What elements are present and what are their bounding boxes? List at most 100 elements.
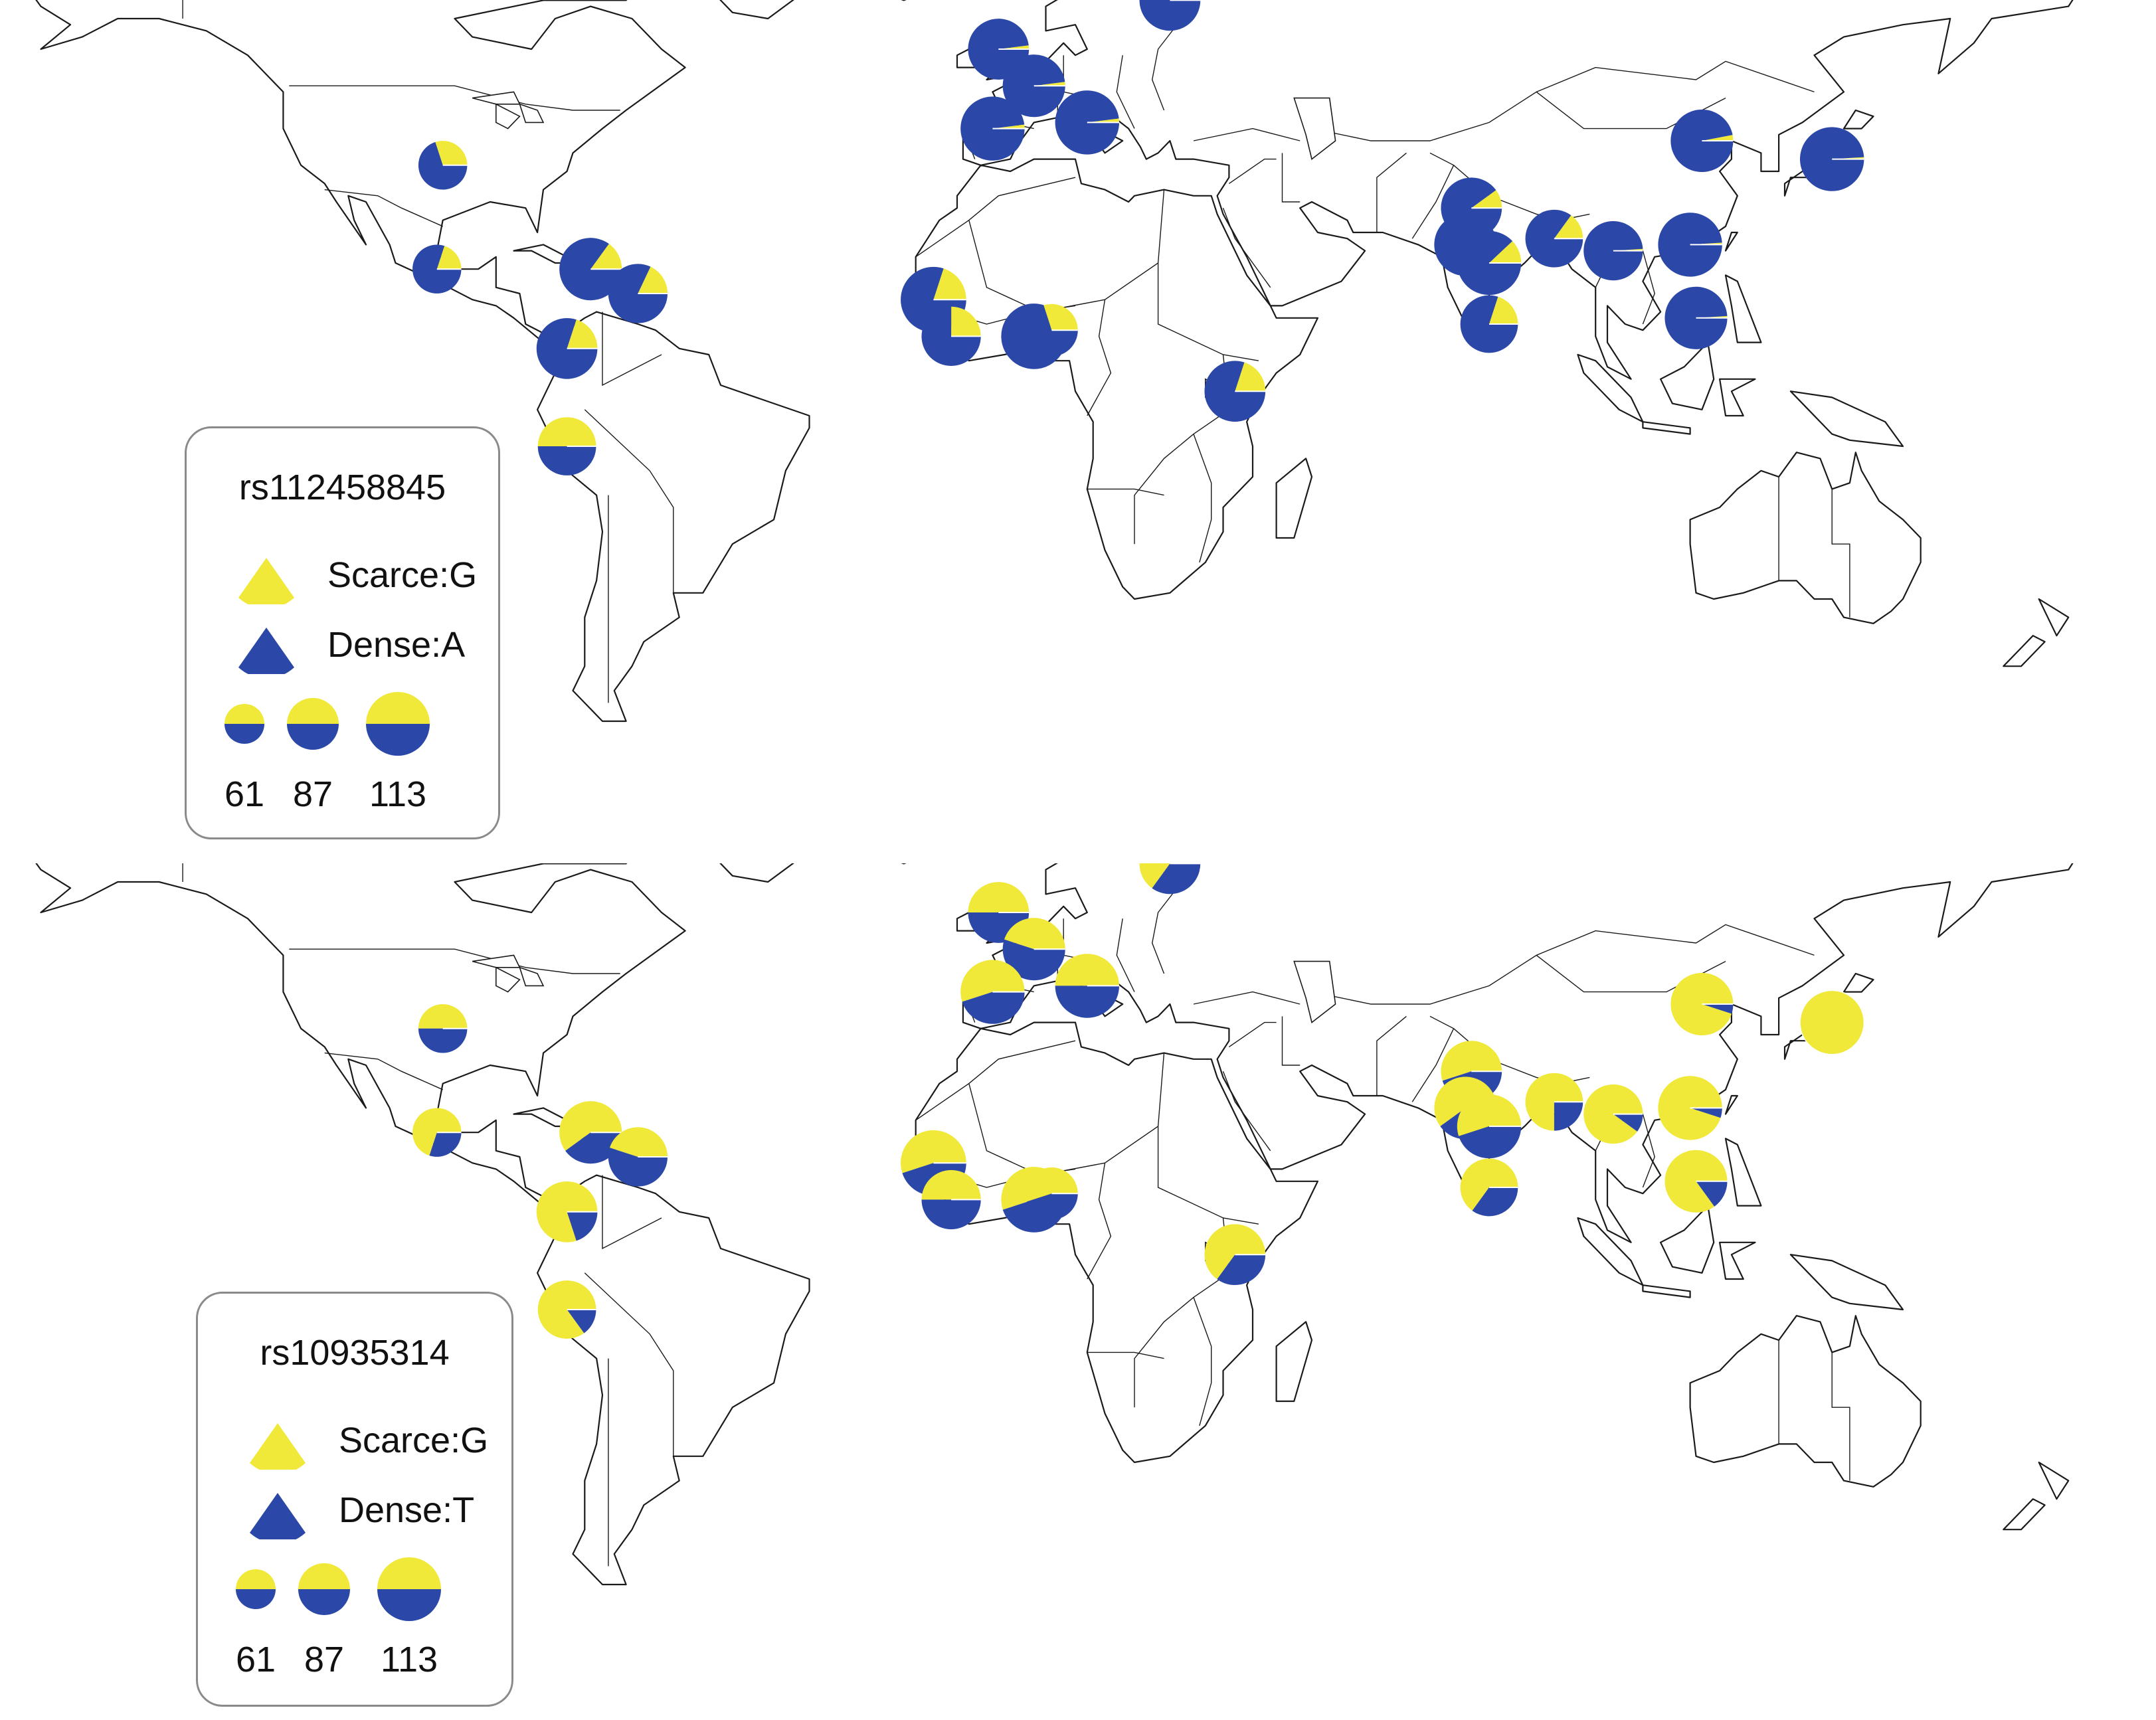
country-border <box>289 85 620 111</box>
scarce-slice <box>1702 135 1734 141</box>
scarce-slice <box>1489 296 1518 324</box>
scarce-slice <box>1460 1158 1518 1211</box>
size-medium-top <box>287 698 339 724</box>
dense-legend-wedge <box>238 628 294 674</box>
population-pie <box>559 238 622 301</box>
scarce-slice <box>921 1169 981 1200</box>
landmass-greenland <box>719 863 794 883</box>
world-map-bottom <box>35 863 2074 1586</box>
country-border <box>1376 1015 1407 1096</box>
landmass-new-zealand-south <box>2003 635 2046 667</box>
dense-slice <box>1613 1114 1643 1132</box>
population-pie <box>1658 1076 1722 1140</box>
scarce-slice <box>435 141 468 165</box>
country-border <box>602 1175 662 1250</box>
size-large-top <box>377 1557 441 1589</box>
dense-slice <box>429 1132 462 1157</box>
population-pie <box>1670 109 1734 173</box>
dense-legend-icon <box>250 1493 306 1539</box>
scarce-slice <box>968 882 1030 912</box>
world-map-top <box>35 0 2074 723</box>
country-border <box>1222 207 1271 288</box>
country-border <box>1193 991 1301 1005</box>
country-border <box>584 409 674 593</box>
population-pie <box>1800 127 1864 191</box>
dense-slice <box>1055 90 1119 155</box>
scarce-slice <box>1055 954 1119 986</box>
landmass-madagascar <box>1275 1321 1313 1403</box>
size-small-top <box>225 704 264 724</box>
landmass-new-zealand-north <box>2038 598 2070 637</box>
dense-slice <box>1055 986 1119 1018</box>
country-border <box>1087 1163 1112 1280</box>
landmass-philippines <box>1724 1138 1762 1207</box>
country-border <box>584 1272 674 1456</box>
dense-slice <box>921 1199 981 1230</box>
country-border <box>1411 152 1455 239</box>
dense-slice <box>962 991 1025 1024</box>
dense-legend-label: Dense:T <box>339 1490 475 1530</box>
dense-slice <box>1204 361 1266 422</box>
scarce-legend-label: Scarce:G <box>327 555 478 595</box>
dense-slice <box>1696 1181 1728 1207</box>
scarce-slice <box>1235 362 1266 392</box>
dense-slice <box>1690 1108 1722 1118</box>
landmass-hokkaido <box>1842 972 1874 993</box>
scarce-legend-icon <box>250 1423 306 1470</box>
landmass-borneo <box>1660 341 1715 410</box>
scarce-slice <box>1489 241 1522 263</box>
country-border <box>1116 55 1135 129</box>
size-medium-top <box>298 1563 350 1589</box>
country-border <box>1116 918 1135 992</box>
population-pie <box>1457 230 1522 296</box>
population-pie <box>1139 0 1201 31</box>
population-pie <box>536 1181 598 1243</box>
scarce-slice <box>998 45 1030 49</box>
population-pie <box>1139 863 1201 895</box>
population-pie <box>1664 286 1728 349</box>
lake <box>1293 97 1336 160</box>
country-border <box>1411 1015 1455 1102</box>
country-border <box>1157 1126 1259 1225</box>
population-pie <box>1055 954 1119 1018</box>
country-border <box>1193 128 1301 141</box>
size-legend-medium <box>298 1563 350 1615</box>
population-pie <box>921 1169 981 1230</box>
legend-top: rs112458845 Scarce:G Dense:A 61 87 113 <box>185 426 500 839</box>
size-label-87: 87 <box>292 774 333 814</box>
country-border <box>1831 1352 1850 1481</box>
population-pie <box>536 317 598 379</box>
population-pie <box>1525 209 1583 268</box>
scarce-legend-wedge <box>250 1423 306 1470</box>
dense-slice <box>537 446 596 475</box>
dense-legend-label: Dense:A <box>327 625 466 665</box>
scarce-slice <box>992 124 1025 129</box>
size-small-bottom <box>225 724 264 744</box>
scarce-slice <box>1033 82 1065 86</box>
country-border <box>1229 158 1277 184</box>
dense-slice <box>559 238 622 301</box>
population-pie <box>1026 1167 1078 1220</box>
country-border <box>1151 863 1182 974</box>
landmass-sulawesi <box>1719 378 1756 417</box>
landmass-australia <box>1689 1315 1922 1488</box>
scarce-legend-wedge <box>238 558 294 604</box>
country-border <box>1087 488 1164 496</box>
population-pie <box>608 264 668 323</box>
country-border <box>1281 153 1301 203</box>
size-label-113: 113 <box>380 1640 438 1679</box>
population-pie <box>1002 54 1065 118</box>
dense-slice <box>1152 863 1201 895</box>
landmass-eurasia <box>962 0 2074 380</box>
landmass-java <box>1642 1284 1691 1298</box>
size-legend-large <box>366 692 430 756</box>
country-border <box>1222 1071 1271 1152</box>
size-label-61: 61 <box>224 774 265 814</box>
population-pie <box>1460 1158 1518 1217</box>
landmass-eurasia <box>962 863 2074 1243</box>
size-label-113: 113 <box>369 774 427 814</box>
dense-slice <box>1026 305 1078 357</box>
scarce-slice <box>1204 1224 1266 1280</box>
size-small-top <box>236 1569 276 1589</box>
population-pie <box>1658 213 1722 277</box>
